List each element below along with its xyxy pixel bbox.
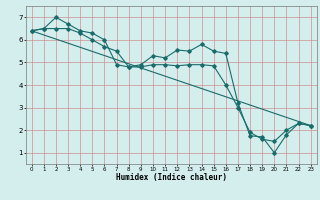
X-axis label: Humidex (Indice chaleur): Humidex (Indice chaleur) (116, 173, 227, 182)
